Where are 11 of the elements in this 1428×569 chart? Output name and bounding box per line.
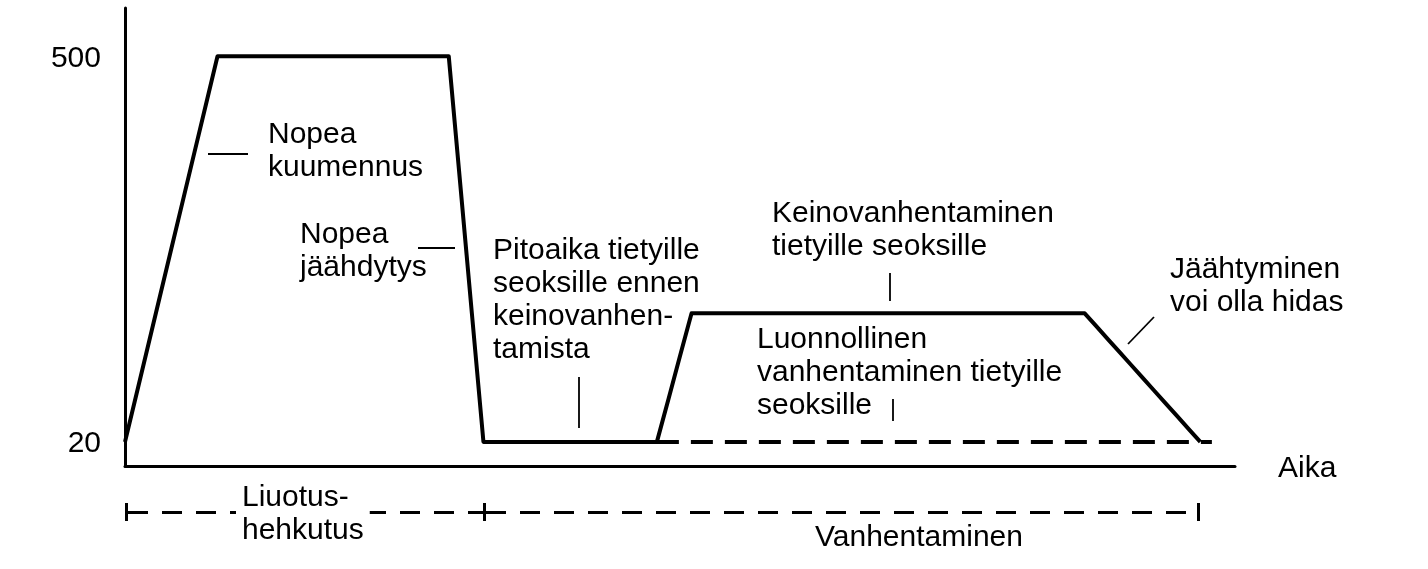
text: Liuotus- hehkutus: [242, 479, 364, 545]
annotation: Keinovanhentaminen tietyille seoksille: [772, 195, 1054, 261]
x-axis-title: Aika: [1278, 449, 1337, 483]
annotation: Nopea jäähdytys: [299, 216, 427, 282]
y-tick-label: 500: [50, 39, 101, 73]
annotation: Nopea kuumennus: [268, 116, 424, 182]
annotation: Pitoaika tietyille seoksille ennen keinovanhen- tamista: [493, 232, 700, 364]
annotation: Jäähtyminen voi olla hidas: [1170, 251, 1344, 317]
y-tick-label: 20: [67, 425, 101, 459]
text: Vanhentaminen: [815, 519, 1023, 552]
annotation: Luonnollinen vanhentaminen tietyille seoksille: [757, 321, 1063, 420]
